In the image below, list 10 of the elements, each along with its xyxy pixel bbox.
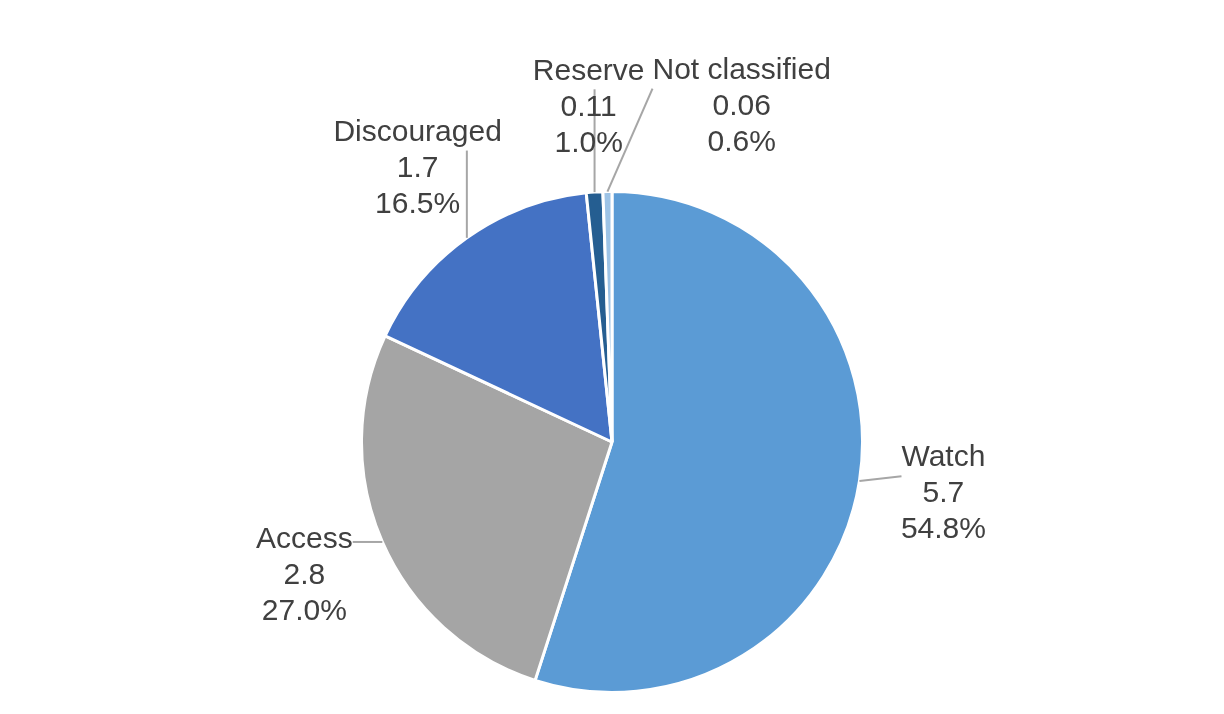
data-label: 0.06 0.6%: [707, 87, 776, 157]
slice-label: Not classified: [652, 51, 831, 85]
data-label: 2.8 27.0%: [261, 557, 347, 627]
data-label: 1.7 16.5%: [375, 149, 461, 219]
data-label: 0.11 1.0%: [554, 88, 623, 158]
slice-label: Access: [256, 521, 353, 555]
slice-label: Watch: [901, 439, 986, 473]
data-label: 5.7 54.8%: [900, 475, 986, 545]
slice-label: Discouraged: [333, 113, 502, 147]
slice-label: Reserve: [532, 52, 645, 86]
